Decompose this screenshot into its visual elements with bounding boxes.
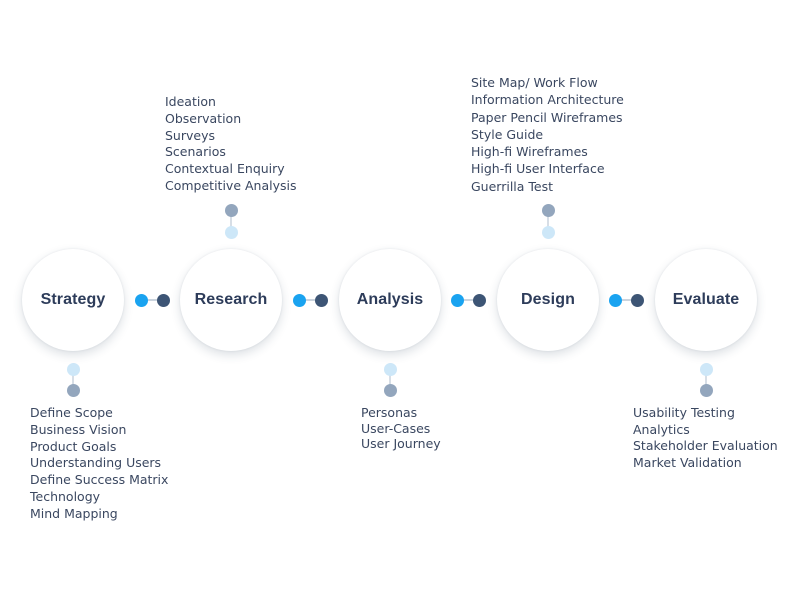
strategy-task-item: Mind Mapping xyxy=(30,505,118,521)
connector-dot-out-3 xyxy=(451,294,464,307)
stage-label: Analysis xyxy=(356,291,424,308)
research-task-item: Ideation xyxy=(165,94,216,109)
research-task-item: Competitive Analysis xyxy=(165,177,297,193)
strategy-task-item: Understanding Users xyxy=(30,455,162,471)
evaluate-task-item: Stakeholder Evaluation xyxy=(633,438,778,453)
strategy-stem-line xyxy=(72,369,74,391)
analysis-stem-dot-mid xyxy=(384,384,397,397)
design-task-item: Site Map/ Work Flow xyxy=(471,75,598,90)
evaluate-stem-dot-mid xyxy=(700,384,713,397)
design-task-item: Guerrilla Test xyxy=(471,178,554,194)
evaluate-task-list: Usability Testing Analytics Stakeholder … xyxy=(633,405,778,471)
analysis-task-item: User Journey xyxy=(361,436,441,451)
strategy-task-item: Technology xyxy=(30,488,101,504)
evaluate-task-item: Analytics xyxy=(633,421,690,437)
connector-dot-out-1 xyxy=(135,294,148,307)
research-stem-dot-light xyxy=(225,226,238,239)
strategy-task-item: Define Scope xyxy=(30,405,113,420)
research-task-item: Scenarios xyxy=(165,144,226,160)
analysis-stem-line xyxy=(389,369,391,391)
connector-line-2 xyxy=(300,299,322,301)
stage-design: Design xyxy=(497,249,599,351)
design-task-item: Information Architecture xyxy=(471,92,624,108)
analysis-task-item: User-Cases xyxy=(361,420,431,436)
evaluate-task-item: Usability Testing xyxy=(633,405,735,420)
connector-line-3 xyxy=(458,299,480,301)
strategy-task-item: Define Success Matrix xyxy=(30,472,169,488)
research-task-item: Surveys xyxy=(165,127,215,143)
connector-dot-in-4 xyxy=(631,294,644,307)
connector-dot-in-3 xyxy=(473,294,486,307)
research-task-item: Contextual Enquiry xyxy=(165,161,285,177)
design-stem-line xyxy=(547,211,549,233)
strategy-stem-dot-mid xyxy=(67,384,80,397)
strategy-task-list: Define Scope Business Vision Product Goa… xyxy=(30,405,168,523)
research-task-item: Observation xyxy=(165,110,242,126)
design-task-item: Paper Pencil Wireframes xyxy=(471,109,623,125)
design-stem-dot-light xyxy=(542,226,555,239)
design-task-list: Site Map/ Work Flow Information Architec… xyxy=(471,74,624,195)
research-stem-dot-mid xyxy=(225,204,238,217)
connector-line-1 xyxy=(142,299,164,301)
connector-dot-out-2 xyxy=(293,294,306,307)
connector-dot-in-2 xyxy=(315,294,328,307)
connector-dot-in-1 xyxy=(157,294,170,307)
design-task-item: High-fi User Interface xyxy=(471,161,605,177)
stage-strategy: Strategy xyxy=(22,249,124,351)
design-task-item: High-fi Wireframes xyxy=(471,144,588,160)
analysis-task-list: Personas User-Cases User Journey xyxy=(361,405,441,452)
analysis-task-item: Personas xyxy=(361,405,418,420)
research-stem-line xyxy=(230,211,232,233)
strategy-task-item: Business Vision xyxy=(30,421,127,437)
connector-dot-out-4 xyxy=(609,294,622,307)
stage-label: Design xyxy=(521,291,575,308)
research-task-list: Ideation Observation Surveys Scenarios C… xyxy=(165,94,297,195)
stage-label: Strategy xyxy=(40,291,106,308)
evaluate-task-item: Market Validation xyxy=(633,454,742,470)
evaluate-stem-dot-light xyxy=(700,363,713,376)
stage-label: Research xyxy=(194,291,268,308)
strategy-task-item: Product Goals xyxy=(30,438,117,454)
design-task-item: Style Guide xyxy=(471,126,544,142)
evaluate-stem-line xyxy=(705,369,707,391)
strategy-stem-dot-light xyxy=(67,363,80,376)
stage-analysis: Analysis xyxy=(339,249,441,351)
design-stem-dot-mid xyxy=(542,204,555,217)
connector-line-4 xyxy=(616,299,638,301)
analysis-stem-dot-light xyxy=(384,363,397,376)
stage-label: Evaluate xyxy=(672,291,740,308)
stage-research: Research xyxy=(180,249,282,351)
stage-evaluate: Evaluate xyxy=(655,249,757,351)
